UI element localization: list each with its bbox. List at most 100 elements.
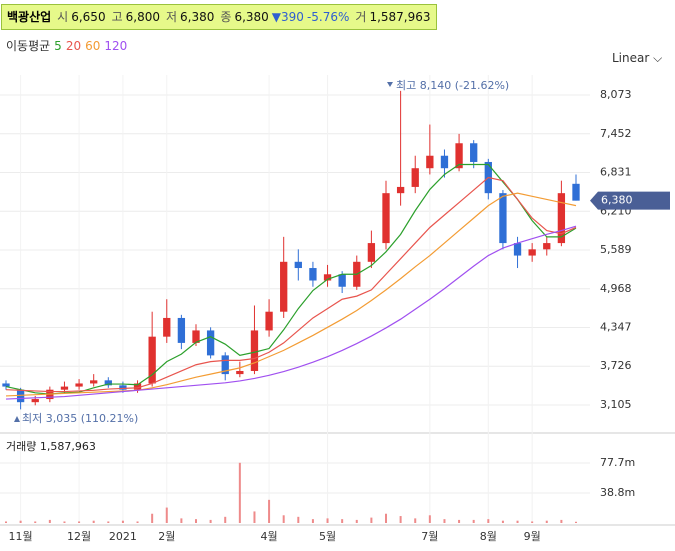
candle-body [294, 261, 302, 269]
x-tick-label: 5월 [319, 530, 336, 543]
candle-body [60, 386, 69, 390]
volume-bar [575, 521, 577, 523]
candle-body [206, 330, 215, 356]
candle-body [192, 330, 200, 343]
volume-bar [34, 521, 37, 523]
x-tick-label: 9월 [524, 530, 541, 543]
volume-bar [136, 521, 139, 523]
y-tick-label: 5,589 [600, 243, 632, 256]
candle-body [119, 385, 127, 390]
quote-label: 저 [165, 10, 178, 24]
volume-bar [253, 511, 256, 523]
candle-body [2, 383, 10, 387]
candle-body [236, 370, 244, 375]
x-tick-label: 8월 [480, 530, 497, 543]
volume-bar [107, 521, 110, 523]
y-tick-label: 8,073 [600, 88, 632, 101]
volume-bar [209, 519, 212, 523]
volume-bar [180, 518, 183, 523]
volume-bar [385, 513, 387, 523]
candle-body [513, 243, 522, 256]
volume-bar [487, 519, 490, 523]
candle-body [411, 168, 419, 187]
candle-body [177, 317, 186, 343]
y-tick-label: 77.7m [600, 456, 635, 469]
candle-body [148, 336, 156, 384]
volume-bar [297, 516, 300, 523]
stock-name: 백광산업 [7, 10, 52, 24]
annotation-max: 최고 8,140 (-21.62%) [396, 79, 509, 92]
candle-body [470, 143, 478, 162]
volume-bar [355, 519, 358, 523]
candle-body [440, 155, 449, 169]
quote-label: 종 [220, 10, 232, 24]
x-tick-label: 2월 [158, 530, 175, 543]
candle-body [133, 383, 142, 390]
volume-bar [165, 507, 168, 523]
volume-bar [92, 520, 95, 523]
volume-bar [501, 520, 504, 523]
x-tick-label: 11월 [9, 530, 33, 543]
volume-bar [326, 518, 329, 523]
ma-line [5, 225, 577, 400]
y-tick-label: 3,105 [600, 398, 632, 411]
x-tick-label: 2021 [109, 530, 137, 543]
candle-body [557, 193, 566, 244]
candle-body [528, 249, 536, 256]
quote-label: 거 [355, 10, 367, 24]
scale-dropdown[interactable]: Linear ⌵ [612, 51, 663, 65]
y-tick-label: 38.8m [600, 486, 635, 499]
candle-body [499, 193, 507, 244]
volume-bar [121, 520, 124, 523]
ma-line [5, 163, 577, 395]
candle-body [338, 274, 346, 287]
legend-entry: 5 [54, 39, 62, 53]
quote-value: 6,380 [180, 10, 215, 24]
price-tag-label: 6,380 [601, 194, 633, 207]
candle-body [104, 380, 112, 386]
candle-body [396, 186, 405, 194]
quote-label: 고 [111, 10, 123, 24]
candle-body [163, 317, 171, 337]
candle-body [90, 380, 98, 384]
y-tick-label: 3,726 [600, 359, 632, 372]
volume-bar [443, 519, 446, 523]
volume-bar [5, 521, 7, 523]
y-tick-label: 4,968 [600, 282, 632, 295]
legend-entry: 120 [104, 39, 128, 53]
volume-bar [399, 516, 402, 523]
price-change-pct: -5.76% [306, 10, 350, 24]
volume-bar [48, 519, 51, 523]
candle-body [221, 355, 229, 375]
volume-bar [531, 521, 534, 523]
quote-value: 6,650 [71, 10, 106, 24]
candle-body [250, 330, 259, 371]
quote-value: 6,380 [234, 10, 269, 24]
legend-entry: 20 [65, 39, 82, 53]
volume-bar [370, 517, 373, 523]
annotation-arrow [387, 82, 393, 87]
y-tick-label: 4,347 [600, 320, 632, 333]
volume-bar [268, 499, 271, 523]
volume-bar [238, 462, 241, 523]
volume-bar [560, 519, 563, 523]
candle-body [309, 268, 317, 281]
candle-body [367, 243, 376, 262]
volume-title: 거래량 1,587,963 [6, 440, 96, 453]
x-tick-label: 7월 [421, 530, 438, 543]
candle-body [75, 383, 83, 387]
candle-body [455, 143, 463, 169]
candle-body [280, 261, 288, 312]
volume-bar [224, 516, 227, 523]
scale-mode[interactable]: Linear [612, 51, 650, 65]
ma-line [5, 176, 577, 393]
volume-bar [414, 518, 417, 523]
y-tick-label: 7,452 [600, 127, 632, 140]
quote-value: 1,587,963 [369, 10, 431, 24]
volume-bar [516, 520, 519, 523]
volume-bar [195, 519, 197, 523]
y-tick-label: 6,831 [600, 166, 632, 179]
x-tick-label: 12월 [67, 530, 91, 543]
